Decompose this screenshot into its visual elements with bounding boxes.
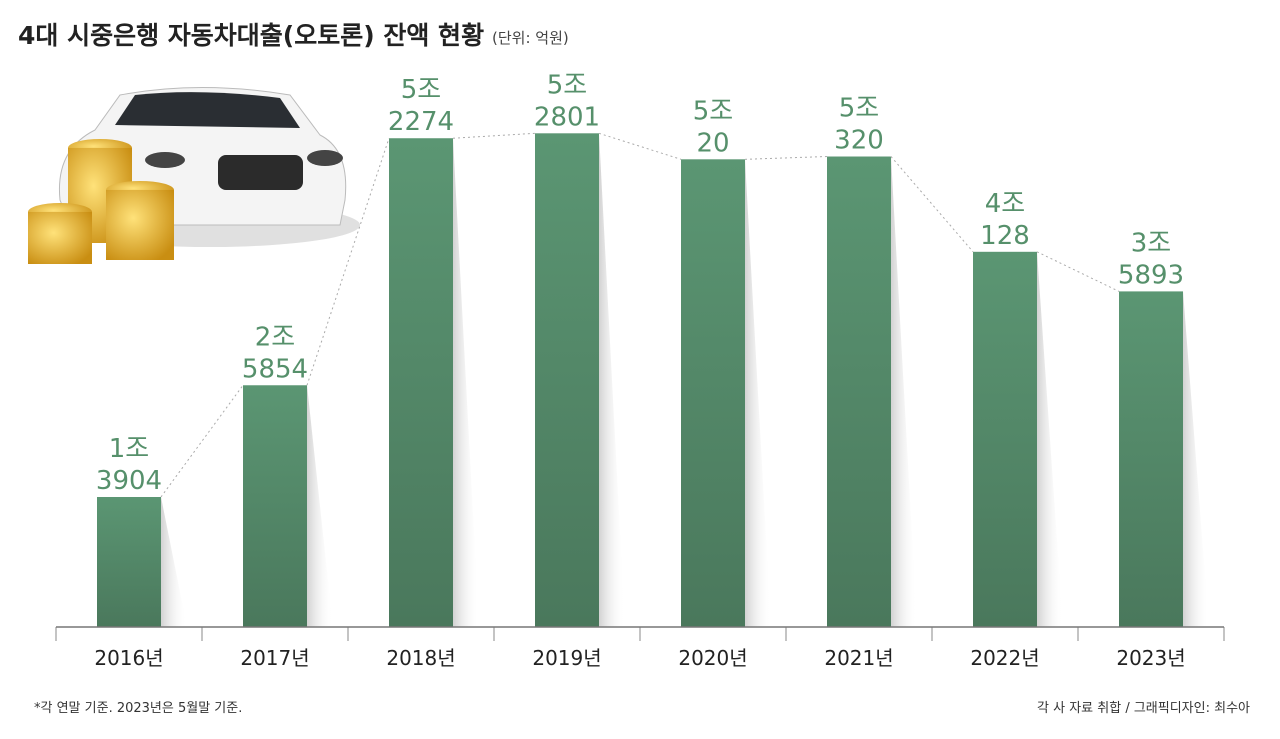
x-tick-label: 2023년 xyxy=(1116,646,1185,670)
bar-shadow xyxy=(599,133,625,627)
bar xyxy=(243,385,307,627)
value-label: 2274 xyxy=(388,107,454,137)
x-tick-label: 2021년 xyxy=(824,646,893,670)
bar-shadow xyxy=(307,385,333,627)
value-label: 2조 xyxy=(255,322,295,352)
chart-subtitle: (단위: 억원) xyxy=(492,29,569,47)
bar-shadow xyxy=(745,159,771,628)
x-tick-label: 2017년 xyxy=(240,646,309,670)
x-tick-label: 2020년 xyxy=(678,646,747,670)
footnote: *각 연말 기준. 2023년은 5월말 기준. xyxy=(34,701,242,716)
x-tick-label: 2019년 xyxy=(532,646,601,670)
x-tick-label: 2018년 xyxy=(386,646,455,670)
value-label: 3904 xyxy=(96,466,162,496)
chart-title: 4대 시중은행 자동차대출(오토론) 잔액 현황 xyxy=(18,21,484,50)
bar-shadow xyxy=(1037,251,1063,627)
car-illustration xyxy=(28,87,360,264)
trend-line xyxy=(160,132,1120,498)
bar-shadow xyxy=(161,496,187,627)
bar xyxy=(973,251,1037,627)
x-tick-label: 2022년 xyxy=(970,646,1039,670)
value-label: 5조 xyxy=(547,70,587,100)
source: 각 사 자료 취합 / 그래픽디자인: 최수아 xyxy=(1037,701,1250,716)
bar xyxy=(535,133,599,627)
value-label: 5조 xyxy=(693,96,733,126)
value-label: 320 xyxy=(834,126,884,156)
value-label: 5조 xyxy=(401,75,441,105)
bar xyxy=(827,156,891,627)
bar-shadow xyxy=(891,156,917,627)
bar xyxy=(681,159,745,628)
value-label: 3조 xyxy=(1131,228,1171,258)
bar-shadow xyxy=(1183,291,1209,627)
bar xyxy=(389,138,453,627)
bar xyxy=(1119,291,1183,627)
x-tick-label: 2016년 xyxy=(94,646,163,670)
value-label: 5893 xyxy=(1118,260,1184,290)
value-label: 1조 xyxy=(109,434,149,464)
value-label: 4조 xyxy=(985,189,1025,219)
bar xyxy=(97,496,161,627)
value-label: 128 xyxy=(980,221,1030,251)
value-label: 5조 xyxy=(839,94,879,124)
value-label: 5854 xyxy=(242,354,308,384)
value-label: 20 xyxy=(696,128,729,158)
bar-shadow xyxy=(453,138,479,627)
value-label: 2801 xyxy=(534,102,600,132)
